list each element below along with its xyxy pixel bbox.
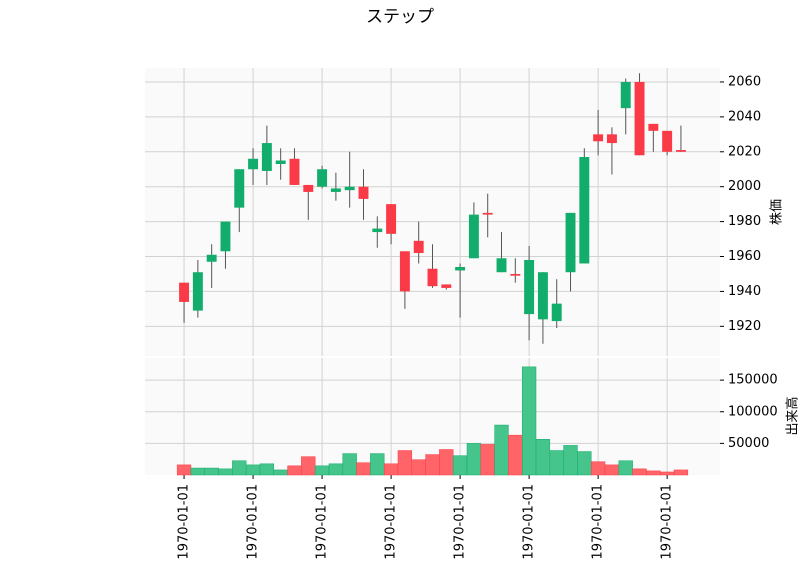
volume-bar (287, 465, 302, 476)
candle-body (386, 204, 397, 234)
candle-body (537, 272, 548, 320)
chart-title: ステップ (366, 7, 434, 27)
candle-body (399, 251, 410, 292)
volume-bar (673, 469, 689, 476)
y-tick-label: 2060 (728, 74, 761, 89)
volume-bar (383, 463, 399, 476)
x-tick-label: 1970-01-01 (453, 484, 468, 560)
volume-bar (604, 464, 620, 476)
volume-bar (314, 465, 330, 476)
y-tick-label: 1980 (728, 214, 761, 229)
candle-body (413, 240, 424, 254)
volume-bar (521, 366, 537, 476)
price-panel (145, 68, 720, 356)
candle-body (330, 188, 341, 192)
candle-body (234, 169, 245, 208)
volume-bar (659, 471, 675, 476)
volume-tick-label: 150000 (728, 373, 778, 388)
candle-body (427, 268, 438, 287)
volume-bar (577, 451, 592, 476)
volume-bar (328, 463, 344, 476)
candle-body (482, 212, 493, 215)
volume-bar (397, 450, 413, 476)
volume-bar (342, 453, 357, 476)
candle-body (551, 303, 562, 322)
candle-body (206, 254, 217, 262)
candle-body (675, 150, 686, 152)
volume-bar (508, 434, 523, 476)
volume-bar (411, 459, 426, 476)
x-tick-label: 1970-01-01 (177, 484, 192, 560)
candle-body (496, 258, 507, 273)
candle-body (441, 284, 452, 288)
candle-body (620, 81, 631, 109)
candle-body (358, 186, 369, 199)
volume-bar (356, 462, 371, 476)
volume-bar (218, 468, 233, 476)
candle-body (344, 186, 355, 191)
volume-bar (204, 467, 219, 476)
x-tick-label: 1970-01-01 (384, 484, 399, 560)
volume-bar (466, 443, 482, 476)
x-tick-label: 1970-01-01 (591, 484, 606, 560)
candle-body (317, 169, 328, 187)
candle-body (510, 273, 521, 276)
volume-bar (273, 469, 288, 476)
x-tick-label: 1970-01-01 (522, 484, 537, 560)
candle-body (579, 157, 590, 264)
volume-bar (549, 450, 564, 476)
volume-bar (245, 464, 261, 476)
volume-axis-label: 出来高 (785, 396, 800, 435)
volume-bar (176, 464, 192, 476)
candle-body (275, 160, 286, 164)
candle-body (372, 228, 383, 233)
y-tick-label: 2020 (728, 144, 761, 159)
y-tick-label: 2040 (728, 109, 761, 124)
y-tick-label: 2000 (728, 179, 761, 194)
volume-bar (590, 461, 606, 476)
volume-bar (370, 453, 385, 476)
volume-bar (452, 455, 468, 476)
candle-body (648, 123, 659, 131)
volume-tick-label: 100000 (728, 404, 778, 419)
volume-tick-label: 50000 (728, 436, 769, 451)
volume-bar (646, 470, 661, 476)
y-tick-label: 1920 (728, 319, 761, 334)
candle-body (192, 272, 203, 311)
candle-body (455, 266, 466, 271)
candle-body (289, 158, 300, 185)
volume-bar (494, 424, 509, 476)
candle-body (593, 134, 604, 142)
candle-body (606, 134, 617, 144)
volume-bar (439, 449, 454, 476)
x-tick-label: 1970-01-01 (246, 484, 261, 560)
y-axis-label: 株価 (770, 199, 785, 225)
volume-bar (259, 463, 275, 476)
candle-body (524, 260, 535, 315)
candle-body (634, 81, 645, 156)
candle-body (468, 214, 479, 259)
volume-bar (632, 468, 647, 476)
candle-body (248, 158, 259, 170)
volume-bar (618, 460, 633, 476)
candle-body (565, 212, 576, 273)
y-tick-label: 1940 (728, 284, 761, 299)
candle-body (179, 282, 190, 302)
volume-bar (535, 439, 551, 476)
candle-body (261, 143, 272, 171)
volume-bar (232, 460, 247, 476)
x-tick-label: 1970-01-01 (660, 484, 675, 560)
volume-bar (190, 467, 206, 476)
volume-bar (301, 456, 316, 476)
candle-body (303, 184, 314, 192)
volume-bar (563, 445, 578, 476)
volume-bar (480, 444, 495, 476)
candle-body (662, 130, 673, 152)
volume-bar (425, 454, 440, 476)
candle-body (220, 221, 231, 252)
x-tick-label: 1970-01-01 (315, 484, 330, 560)
y-tick-label: 1960 (728, 249, 761, 264)
